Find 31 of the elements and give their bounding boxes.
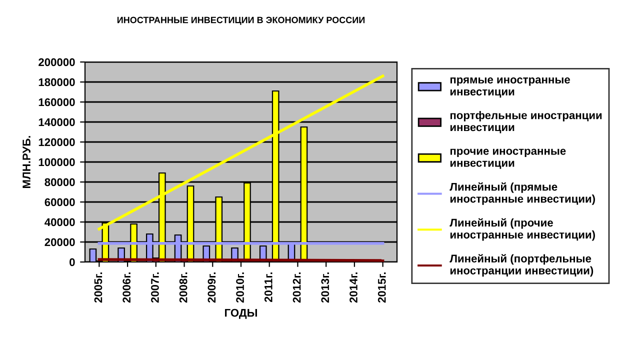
y-tick-label: 160000 <box>38 98 75 106</box>
x-axis-title: ГОДЫ <box>225 308 257 319</box>
y-tick-label: 180000 <box>38 78 75 86</box>
x-tick-label: 2010г. <box>236 272 244 303</box>
y-tick-label: 20000 <box>44 238 75 246</box>
y-tick-label: 100000 <box>38 158 75 166</box>
x-tick-label: 2008г. <box>179 272 188 303</box>
x-tick-label: 2005г. <box>94 272 102 303</box>
x-tick-label: 2009г. <box>208 272 216 303</box>
x-tick-label: 2014г. <box>350 272 358 303</box>
y-tick-label: 200000 <box>38 58 75 66</box>
x-tick-label: 2015г. <box>378 272 386 303</box>
y-tick-label: 0 <box>70 258 75 266</box>
legend-label: Линейный (прочие иностранные инвестиции) <box>450 218 595 241</box>
legend-label: прочие иностранные инвестиции <box>450 148 566 169</box>
legend-label: Линейный (прямые иностранные инвестиции) <box>450 182 595 205</box>
x-tick-label: 2011г. <box>264 272 272 302</box>
x-tick-label: 2007г. <box>151 272 159 303</box>
y-tick-label: 80000 <box>44 178 75 186</box>
y-tick-label: 140000 <box>38 118 75 126</box>
y-tick-label: 120000 <box>38 138 75 146</box>
x-tick-label: 2006г. <box>122 272 131 303</box>
legend-label: Линейный (портфельные иностранции инвестиции) <box>450 254 594 277</box>
legend-label: прямые иностранные инвестиции <box>450 77 570 98</box>
y-axis-title: МЛН.РУБ. <box>22 136 30 188</box>
y-tick-label: 40000 <box>44 218 75 226</box>
chart-title: ИНОСТРАННЫЕ ИНВЕСТИЦИИ В ЭКОНОМИКУ РОССИИ <box>117 16 365 25</box>
x-tick-label: 2012г. <box>292 272 301 303</box>
legend-label: портфельные иностранции инвестиции <box>450 111 602 134</box>
x-tick-label: 2013г. <box>321 272 330 303</box>
y-tick-label: 60000 <box>44 198 75 206</box>
